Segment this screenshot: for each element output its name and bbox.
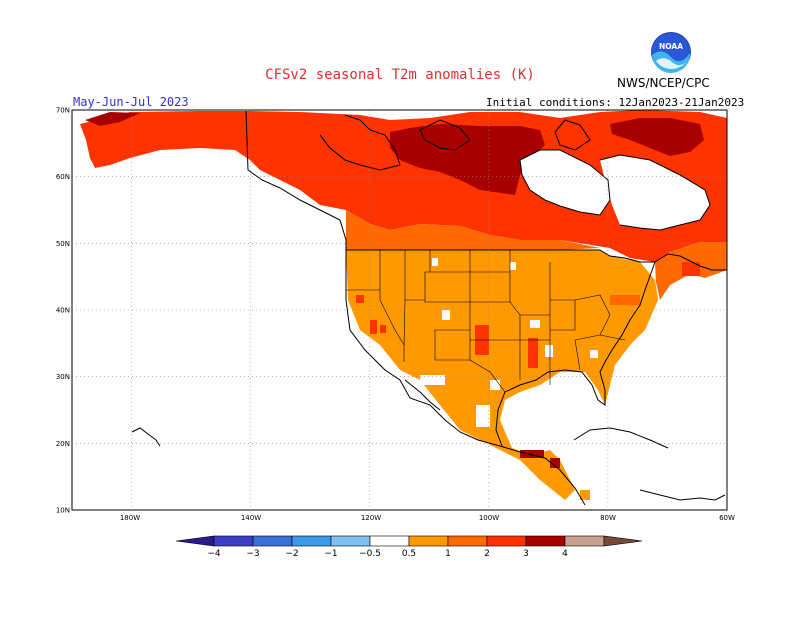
anomaly-field-orange	[346, 250, 658, 500]
latitude-label: 50N	[56, 240, 70, 248]
legend-swatch	[252, 535, 293, 547]
longitude-labels: 180W 140W 120W 100W 80W 60W	[120, 514, 735, 522]
legend-swatch	[447, 535, 488, 547]
agency-label: NWS/NCEP/CPC	[617, 76, 710, 90]
legend-swatch	[291, 535, 332, 547]
anomaly-spots	[356, 258, 700, 500]
longitude-label: 100W	[479, 514, 499, 522]
latitude-label: 30N	[56, 373, 70, 381]
legend-arrow-high	[603, 535, 643, 547]
latitude-label: 10N	[56, 507, 70, 515]
longitude-label: 140W	[241, 514, 261, 522]
longitude-label: 180W	[120, 514, 140, 522]
legend-tick-label: −0.5	[359, 549, 381, 559]
legend-swatch	[213, 535, 254, 547]
anomaly-map	[72, 110, 727, 510]
legend-swatch	[369, 535, 410, 547]
legend-swatch	[408, 535, 449, 547]
latitude-label: 20N	[56, 440, 70, 448]
anomaly-field-darkred	[85, 112, 704, 195]
map-frame	[71, 109, 728, 511]
legend-swatch	[330, 535, 371, 547]
initial-conditions-label: Initial conditions: 12Jan2023-21Jan2023	[486, 96, 745, 109]
legend-tick-label: 3	[523, 549, 529, 559]
legend-tick-label: −3	[246, 549, 259, 559]
legend-tick-label: −2	[285, 549, 298, 559]
legend-tick-label: 4	[562, 549, 568, 559]
longitude-label: 120W	[361, 514, 381, 522]
color-legend: −4 −3 −2 −1 −0.5 0.5 1 2 3 4	[175, 535, 643, 559]
legend-tick-label: 1	[445, 549, 451, 559]
anomaly-field-orangered	[346, 210, 727, 300]
legend-arrow-low	[175, 535, 215, 547]
longitude-label: 60W	[719, 514, 735, 522]
legend-swatch	[486, 535, 527, 547]
longitude-label: 80W	[600, 514, 616, 522]
state-borders	[346, 250, 626, 393]
legend-swatch	[564, 535, 605, 547]
latitude-label: 40N	[56, 307, 70, 315]
map-gridlines	[72, 110, 727, 510]
latitude-label: 70N	[56, 107, 70, 115]
legend-tick-label: −4	[207, 549, 221, 559]
legend-swatch	[525, 535, 566, 547]
legend-tick-label: 0.5	[402, 549, 416, 559]
latitude-labels: 70N 60N 50N 40N 30N 20N 10N	[56, 107, 70, 515]
logo-text: NOAA	[659, 42, 683, 51]
latitude-label: 60N	[56, 173, 70, 181]
anomaly-field-red	[80, 110, 727, 262]
coastlines	[131, 110, 727, 506]
season-label: May-Jun-Jul 2023	[73, 95, 189, 109]
map-title: CFSv2 seasonal T2m anomalies (K)	[265, 67, 535, 83]
noaa-logo: NOAA	[651, 32, 691, 73]
legend-tick-label: −1	[324, 549, 337, 559]
hudson-bay-white	[520, 150, 710, 230]
legend-tick-label: 2	[484, 549, 490, 559]
